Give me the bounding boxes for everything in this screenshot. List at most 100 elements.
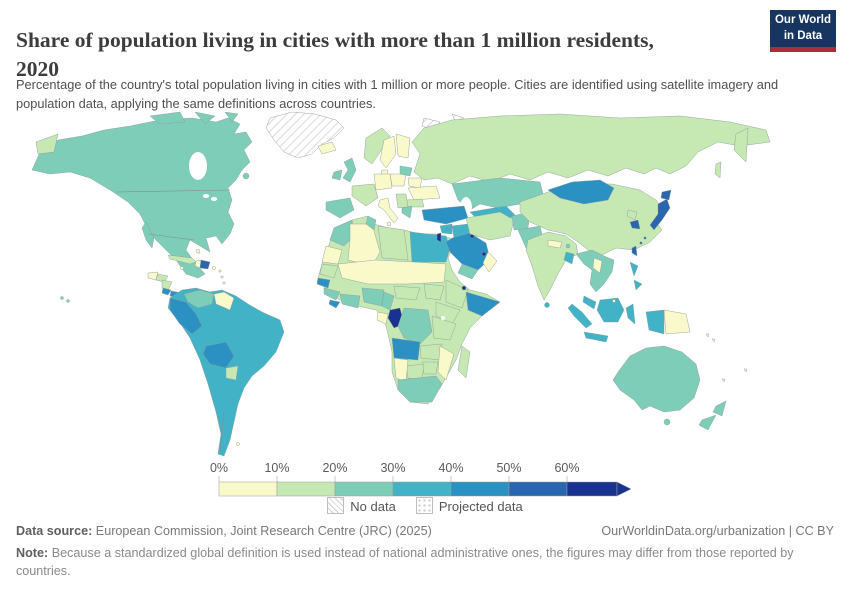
legend-arrow[interactable] — [616, 481, 632, 497]
map-region-japan[interactable] — [639, 241, 643, 245]
map-region-china[interactable] — [519, 183, 665, 257]
owid-logo[interactable]: Our World in Data — [770, 10, 836, 52]
map-region-syria[interactable] — [439, 223, 453, 235]
map-region-iran[interactable] — [465, 211, 515, 241]
map-region-north-korea[interactable] — [626, 209, 638, 221]
map-region-somalia[interactable] — [465, 291, 501, 317]
map-region-ireland[interactable] — [331, 169, 343, 181]
map-region-png[interactable] — [663, 309, 691, 335]
map-region-angola[interactable] — [391, 337, 421, 361]
owid-url-link[interactable]: OurWorldinData.org/urbanization | CC BY — [601, 524, 834, 538]
map-region-guinea[interactable] — [323, 287, 341, 301]
map-region-nepal[interactable] — [547, 239, 563, 249]
map-region-senegal[interactable] — [316, 277, 331, 289]
map-region-sweden[interactable] — [379, 135, 397, 169]
map-region-pacific-islands[interactable] — [705, 333, 748, 383]
map-region-australia[interactable] — [612, 345, 701, 413]
map-region-oman[interactable] — [482, 251, 498, 273]
map-region-se-asia[interactable] — [575, 249, 615, 293]
map-region-sulawesi[interactable] — [625, 303, 636, 325]
map-region-jamaica[interactable] — [180, 266, 184, 270]
legend-bin-5[interactable] — [508, 481, 568, 497]
map-region-bhutan[interactable] — [565, 243, 571, 249]
map-region-new-zealand[interactable] — [698, 400, 727, 431]
map-region-laos[interactable] — [592, 257, 603, 274]
map-region-belarus[interactable] — [407, 177, 423, 189]
legend-bin-1[interactable] — [276, 481, 336, 497]
map-region-turkey[interactable] — [421, 205, 469, 225]
map-region-sakhalin[interactable] — [714, 161, 722, 179]
map-region-norway[interactable] — [363, 127, 391, 165]
map-region-balkans[interactable] — [395, 193, 409, 209]
map-region-tanzania[interactable] — [431, 315, 457, 341]
map-region-japan[interactable] — [643, 236, 647, 240]
map-region-romania[interactable] — [405, 198, 425, 208]
map-region-guyanas[interactable] — [213, 291, 235, 311]
map-region-gabon[interactable] — [376, 311, 389, 325]
map-region-libya[interactable] — [377, 225, 409, 261]
legend-bin-4[interactable] — [450, 481, 510, 497]
map-region-arctic-islands[interactable] — [149, 112, 239, 125]
map-region-madagascar[interactable] — [457, 345, 471, 379]
map-region-philippines[interactable] — [629, 261, 643, 291]
map-region-borneo[interactable] — [596, 297, 625, 323]
map-region-south-korea[interactable] — [629, 219, 641, 230]
map-region-taiwan[interactable] — [631, 245, 638, 257]
map-region-baja[interactable] — [141, 221, 155, 249]
map-region-zambia[interactable] — [419, 343, 443, 361]
map-region-falklands[interactable] — [236, 442, 240, 446]
map-region-tunisia[interactable] — [365, 215, 377, 231]
map-region-java[interactable] — [583, 331, 609, 343]
map-region-newfoundland[interactable] — [242, 172, 250, 180]
map-region-colombia[interactable] — [169, 297, 203, 335]
map-region-uk[interactable] — [342, 157, 357, 183]
map-region-qatar-uae[interactable] — [481, 251, 487, 257]
map-region-car[interactable] — [393, 285, 421, 301]
map-region-venezuela[interactable] — [183, 289, 215, 309]
map-region-ethiopia[interactable] — [445, 279, 469, 309]
map-region-ukraine[interactable] — [407, 185, 441, 201]
map-region-chukotka[interactable] — [35, 133, 59, 155]
map-region-hawaii[interactable] — [60, 296, 64, 300]
map-region-liberia[interactable] — [328, 299, 341, 309]
map-region-central-europe[interactable] — [373, 173, 393, 191]
map-region-tasmania[interactable] — [663, 418, 671, 426]
map-region-brunei[interactable] — [612, 299, 616, 303]
map-region-egypt[interactable] — [409, 231, 451, 263]
map-region-puerto-rico[interactable] — [212, 266, 216, 270]
map-region-mauritania[interactable] — [319, 263, 339, 279]
map-region-mozambique[interactable] — [437, 345, 455, 381]
map-region-greece[interactable] — [401, 205, 413, 219]
map-region-sicily[interactable] — [386, 221, 392, 227]
legend-bin-0[interactable] — [218, 481, 278, 497]
map-region-dominican-republic[interactable] — [199, 259, 211, 270]
map-region-south-africa[interactable] — [397, 375, 443, 403]
map-region-bangladesh[interactable] — [563, 251, 575, 265]
map-region-france[interactable] — [351, 183, 379, 207]
map-region-india[interactable] — [525, 231, 579, 301]
world-choropleth-map[interactable] — [0, 112, 850, 464]
map-region-yemen[interactable] — [457, 263, 479, 280]
no-data-legend-item[interactable]: No data — [327, 497, 396, 514]
legend-bin-2[interactable] — [334, 481, 394, 497]
map-region-japan[interactable] — [649, 189, 672, 231]
map-region-malaysia[interactable] — [582, 295, 597, 310]
map-legend[interactable]: 0% 10% 20% 30% 40% 50% 60% — [210, 458, 634, 514]
map-region-cuba[interactable] — [167, 254, 197, 265]
map-region-hawaii[interactable] — [66, 299, 70, 303]
projected-data-legend-item[interactable]: Projected data — [415, 497, 523, 514]
map-region-ivory-ghana[interactable] — [339, 293, 361, 309]
map-region-greenland[interactable] — [265, 112, 345, 159]
map-region-finland[interactable] — [395, 133, 411, 159]
map-region-north-america[interactable] — [31, 117, 253, 279]
map-region-zimbabwe[interactable] — [421, 361, 439, 375]
map-region-iceland[interactable] — [317, 141, 337, 155]
map-region-sumatra[interactable] — [567, 303, 593, 329]
map-region-saudi-arabia[interactable] — [445, 232, 491, 271]
map-region-iberia[interactable] — [325, 197, 355, 219]
map-region-papua-indonesia[interactable] — [645, 309, 665, 335]
map-region-bahamas[interactable] — [195, 248, 201, 254]
map-region-antilles[interactable] — [218, 269, 226, 285]
map-region-kamchatka[interactable] — [733, 127, 749, 163]
map-region-costa-rica[interactable] — [161, 287, 172, 296]
